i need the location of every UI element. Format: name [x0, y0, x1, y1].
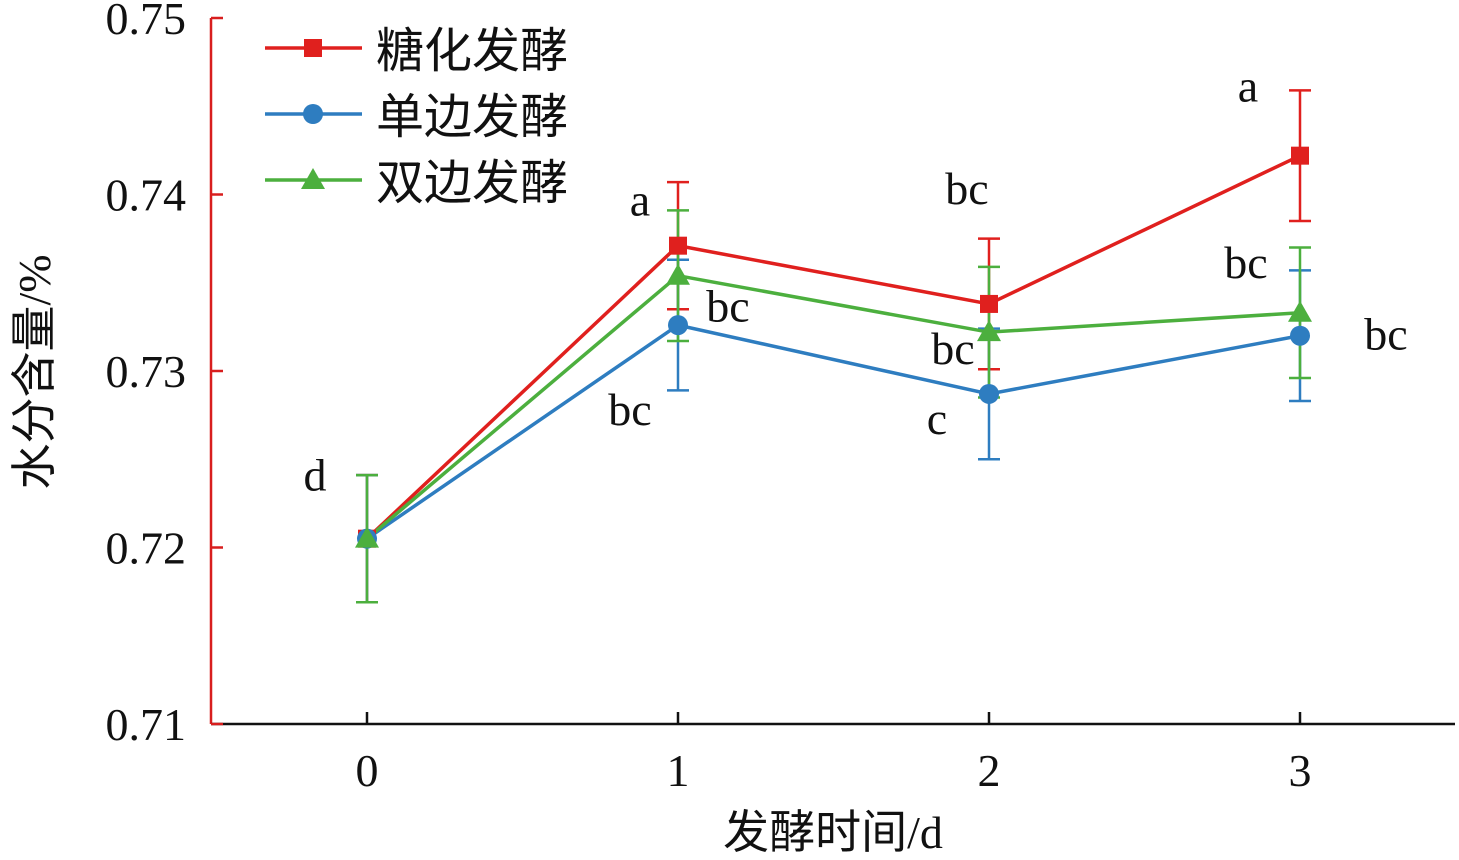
- significance-label: bc: [945, 163, 988, 214]
- y-tick-label: 0.72: [106, 523, 187, 574]
- significance-label: bc: [1364, 309, 1407, 360]
- legend-item: 双边发酵: [265, 157, 568, 210]
- legend-item: 糖化发酵: [265, 25, 568, 78]
- series-line: [366, 323, 1301, 541]
- x-axis-label: 发酵时间/d: [723, 807, 943, 858]
- legend-swatch-marker: [301, 168, 325, 189]
- significance-label: bc: [608, 384, 651, 435]
- significance-label: bc: [931, 323, 974, 374]
- series-lines-layer: [365, 154, 1301, 541]
- x-ticks-layer: 0 1 2 3: [356, 712, 1312, 796]
- data-point: [1290, 325, 1310, 346]
- data-point: [977, 320, 1001, 342]
- legend-swatch-marker: [303, 104, 323, 124]
- legend-swatch-marker: [304, 39, 322, 57]
- significance-label: c: [927, 393, 947, 444]
- y-axis-label: 水分含量/%: [9, 254, 60, 489]
- legend-label: 双边发酵: [376, 157, 568, 210]
- significance-label: bc: [1224, 237, 1267, 288]
- annotations-layer: d a bc a bc c bc bc bc bc: [304, 61, 1408, 501]
- data-point: [980, 294, 998, 313]
- significance-label: bc: [706, 281, 749, 332]
- data-point: [979, 383, 999, 404]
- x-tick-label: 1: [667, 745, 690, 796]
- legend-item: 单边发酵: [265, 91, 568, 144]
- data-point: [668, 315, 688, 336]
- data-point: [669, 236, 687, 255]
- series-line: [365, 154, 1301, 540]
- series-line: [365, 273, 1301, 541]
- data-point: [1291, 146, 1309, 165]
- legend-label: 糖化发酵: [376, 25, 568, 78]
- y-tick-label: 0.75: [106, 0, 187, 44]
- y-tick-label: 0.74: [106, 170, 187, 221]
- significance-label: a: [1238, 61, 1258, 112]
- data-point: [666, 263, 690, 285]
- significance-label: d: [304, 450, 327, 501]
- data-point: [355, 526, 379, 548]
- x-tick-label: 3: [1289, 745, 1312, 796]
- y-tick-label: 0.71: [106, 699, 187, 750]
- data-point: [1288, 300, 1312, 322]
- significance-label: a: [630, 175, 650, 226]
- y-ticks-layer: 0.71 0.72 0.73 0.74 0.75: [106, 0, 223, 750]
- y-tick-label: 0.73: [106, 346, 187, 397]
- x-tick-label: 2: [978, 745, 1001, 796]
- x-tick-label: 0: [356, 745, 379, 796]
- legend-label: 单边发酵: [376, 91, 568, 144]
- series-markers-layer: [355, 146, 1312, 549]
